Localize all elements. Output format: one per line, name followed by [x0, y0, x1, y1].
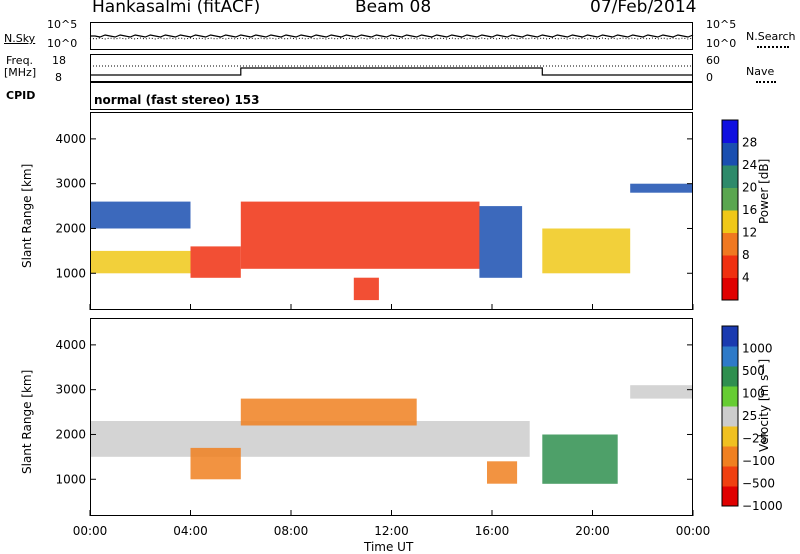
power-ytick-label-1: 2000: [55, 221, 86, 235]
nsky-label: N.Sky: [4, 32, 36, 45]
power-region-4: [353, 277, 379, 301]
power-colorbar-tick-3: 16: [742, 203, 757, 217]
velocity-region-2: [190, 447, 241, 480]
date-title: 07/Feb/2014: [590, 0, 697, 17]
power-ytick-label-0: 1000: [55, 266, 86, 280]
nsky-trace: [90, 34, 694, 38]
power-ytick-label-2: 3000: [55, 177, 86, 191]
velocity-colorbar-swatch-0: [722, 486, 738, 507]
velocity-colorbar-tick-1: 500: [742, 364, 765, 378]
velocity-region-4: [542, 434, 618, 484]
nsearch-trace: [89, 37, 694, 40]
power-region-7: [630, 183, 693, 193]
noise-tick-right-bottom: 10^0: [706, 37, 737, 50]
velocity-xtick-label-3: 12:00: [374, 524, 409, 538]
power-region-6: [542, 228, 631, 274]
velocity-ytick-label-1: 2000: [55, 427, 86, 441]
velocity-xtick-label-0: 00:00: [73, 524, 108, 538]
velocity-colorbar-swatch-8: [722, 326, 738, 347]
velocity-colorbar-swatch-2: [722, 446, 738, 467]
power-colorbar-swatch-6: [722, 142, 738, 166]
velocity-region-5: [630, 385, 693, 399]
power-colorbar-swatch-5: [722, 165, 738, 188]
velocity-colorbar-tick-0: 1000: [742, 342, 773, 356]
velocity-xtick-label-2: 08:00: [274, 524, 309, 538]
velocity-colorbar-tick-6: −500: [742, 477, 775, 491]
freq-unit: [MHz]: [4, 66, 37, 79]
freq-tick-bottom: 8: [55, 71, 62, 84]
power-colorbar-swatch-7: [722, 120, 738, 143]
power-colorbar-swatch-2: [722, 232, 738, 256]
power-colorbar-tick-1: 8: [742, 248, 750, 262]
power-panel: [90, 112, 693, 310]
power-colorbar-tick-2: 12: [742, 226, 757, 240]
nave-tick-bottom: 0: [706, 71, 713, 84]
freq-tick-top: 18: [52, 54, 66, 67]
cpid-label: CPID: [6, 89, 36, 102]
power-colorbar-tick-5: 24: [742, 158, 757, 172]
velocity-xtick-label-5: 20:00: [575, 524, 610, 538]
velocity-xtick-label-4: 16:00: [475, 524, 510, 538]
velocity-colorbar-swatch-1: [722, 466, 738, 487]
power-region-2: [190, 246, 241, 278]
nsearch-legend-line: [757, 46, 789, 48]
velocity-colorbar-swatch-7: [722, 346, 738, 367]
station-title: Hankasalmi (fitACF): [92, 0, 261, 17]
velocity-colorbar-tick-5: −100: [742, 454, 775, 468]
velocity-colorbar-tick-4: −25: [742, 432, 767, 446]
velocity-colorbar-swatch-6: [722, 366, 738, 387]
freq-trace: [90, 67, 693, 76]
noise-tick-left-bottom: 10^0: [47, 37, 78, 50]
power-colorbar-tick-4: 20: [742, 181, 757, 195]
nave-tick-top: 60: [706, 54, 720, 67]
cpid-panel: [90, 82, 693, 110]
velocity-region-1: [240, 398, 417, 426]
velocity-ytick-label-0: 1000: [55, 472, 86, 486]
velocity-colorbar-frame: [721, 325, 739, 507]
velocity-xtick-label-6: 00:00: [676, 524, 711, 538]
xlabel: Time UT: [364, 540, 414, 554]
velocity-ytick-label-2: 3000: [55, 383, 86, 397]
power-colorbar-swatch-3: [722, 210, 738, 233]
velocity-colorbar-swatch-3: [722, 426, 738, 447]
velocity-panel: [90, 318, 693, 516]
power-region-1: [90, 250, 191, 274]
beam-title: Beam 08: [355, 0, 432, 17]
velocity-colorbar-tick-3: 25: [742, 409, 757, 423]
velocity-colorbar-swatch-4: [722, 406, 738, 427]
velocity-region-3: [487, 461, 518, 484]
freq-label: Freq.: [6, 54, 34, 67]
nsearch-label: N.Search: [746, 30, 796, 43]
power-region-3: [240, 201, 480, 269]
velocity-colorbar-tick-2: 100: [742, 387, 765, 401]
power-colorbar-tick-0: 4: [742, 271, 750, 285]
cpid-value: normal (fast stereo) 153: [94, 93, 260, 107]
power-colorbar-tick-6: 28: [742, 136, 757, 150]
power-colorbar-swatch-1: [722, 255, 738, 278]
power-colorbar-swatch-4: [722, 187, 738, 211]
velocity-region-0: [90, 421, 530, 457]
power-colorbar-frame: [721, 119, 739, 301]
power-ytick-label-3: 4000: [55, 132, 86, 146]
velocity-xtick-label-1: 04:00: [173, 524, 208, 538]
power-region-0: [90, 201, 191, 229]
power-region-5: [479, 206, 523, 278]
noise-tick-right-top: 10^5: [706, 18, 737, 31]
velocity-ytick-label-3: 4000: [55, 338, 86, 352]
velocity-colorbar-swatch-5: [722, 386, 738, 407]
nave-legend-line: [756, 81, 776, 83]
noise-tick-left-top: 10^5: [47, 18, 78, 31]
power-colorbar-swatch-0: [722, 277, 738, 301]
nave-label: Nave: [746, 65, 775, 78]
velocity-colorbar-tick-7: −1000: [742, 499, 783, 513]
noise-panel: [90, 22, 693, 50]
